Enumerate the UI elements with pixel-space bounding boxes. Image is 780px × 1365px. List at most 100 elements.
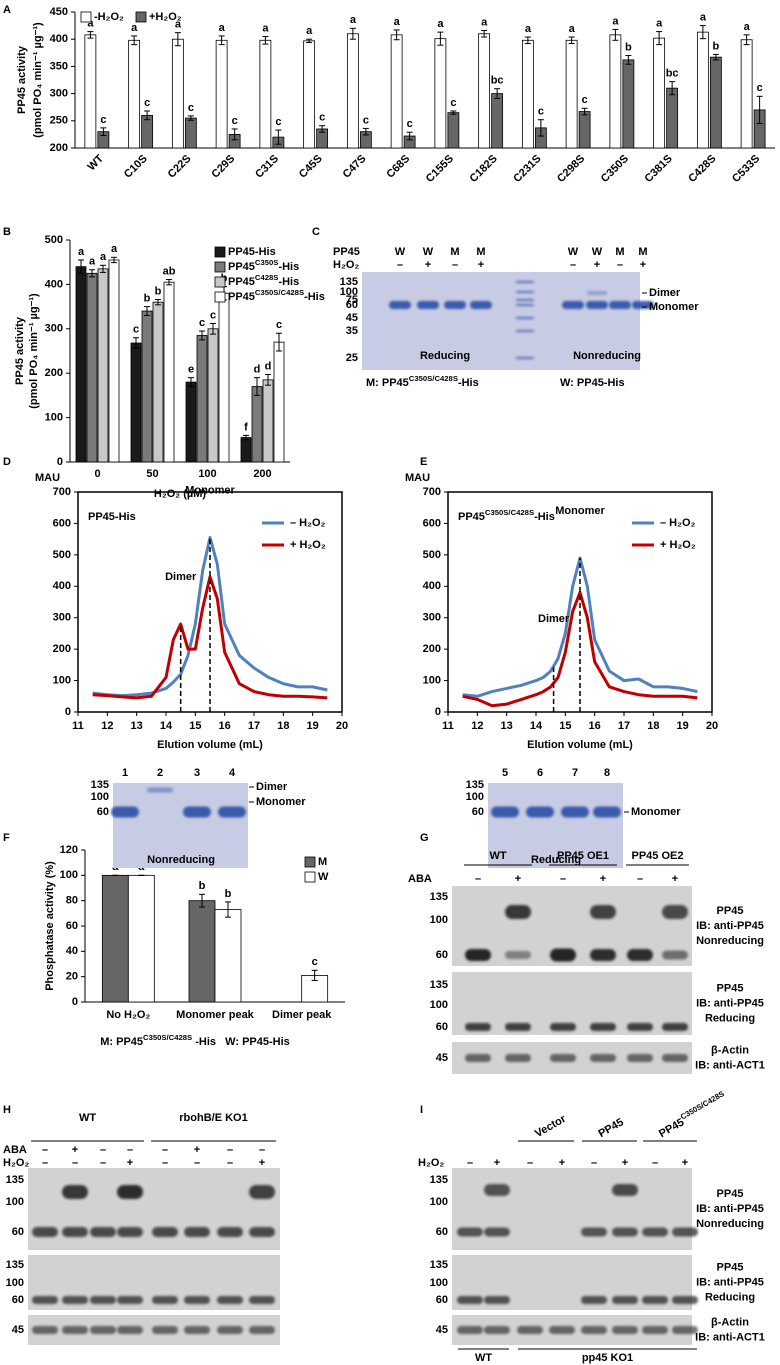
lane-label: –: [591, 1157, 597, 1169]
lane-label: –: [560, 873, 566, 885]
band: [642, 1326, 668, 1334]
superscript: C350S/C428S: [143, 1033, 192, 1042]
x-tick-label: C350S: [599, 153, 631, 185]
bar: [101, 874, 129, 1003]
band: [249, 1227, 275, 1237]
blot-label: IB: anti-PP45: [696, 1276, 764, 1288]
band: [612, 1296, 638, 1304]
band: [581, 1296, 607, 1304]
y-axis-label: PP45 activity: [16, 45, 28, 114]
significance-letter: a: [87, 17, 94, 29]
y-tick-label: 300: [423, 612, 441, 624]
row-label: H₂O₂: [333, 259, 359, 271]
size-marker: 60: [436, 1226, 448, 1238]
significance-letter: c: [582, 94, 588, 106]
lane-label: W: [592, 246, 603, 258]
size-marker: 100: [430, 999, 448, 1011]
panel-letter: B: [3, 226, 11, 238]
y-tick-label: 120: [60, 844, 78, 856]
lane-label: –: [475, 873, 481, 885]
lane-label: –: [42, 1144, 48, 1156]
legend-label: + H₂O₂: [290, 539, 326, 551]
band: [505, 951, 531, 959]
size-marker: 100: [430, 1277, 448, 1289]
band: [516, 316, 534, 320]
bar: [128, 39, 141, 149]
band: [587, 291, 607, 295]
text-part: -His: [534, 511, 555, 523]
legend-swatch: [214, 276, 226, 288]
x-tick-label: 14: [160, 720, 173, 732]
size-marker: 135: [430, 1174, 448, 1186]
bar: [696, 31, 709, 149]
blot: [452, 1168, 692, 1250]
x-tick-label: 14: [530, 720, 543, 732]
blot-label: IB: anti-PP45: [696, 920, 764, 932]
gel: [488, 783, 623, 868]
band: [32, 1227, 58, 1237]
band: [389, 301, 411, 309]
band: [662, 1054, 688, 1062]
size-marker: 45: [436, 1324, 448, 1336]
band: [90, 1227, 116, 1237]
size-marker: 60: [472, 806, 484, 818]
annotation: Monomer: [185, 484, 235, 496]
x-tick-label: 17: [248, 720, 260, 732]
band-label: Monomer: [631, 806, 681, 818]
bar: [491, 93, 504, 149]
band: [516, 298, 534, 302]
y-tick-label: 400: [50, 33, 68, 45]
band: [550, 948, 576, 962]
blot-label: IB: anti-ACT1: [695, 1059, 765, 1071]
lane-label: –: [652, 1157, 658, 1169]
band: [642, 1227, 668, 1237]
x-tick-label: 15: [559, 720, 571, 732]
y-axis-label: (pmol PO₄ min⁻¹ µg⁻¹): [28, 293, 40, 409]
caption: M: PP45C350S/C428S -His W: PP45-His: [100, 1033, 290, 1048]
y-tick-label: 500: [45, 234, 63, 246]
x-tick-label: 15: [189, 720, 201, 732]
bar: [346, 33, 359, 149]
significance-letter: b: [155, 285, 162, 297]
superscript: C428S: [255, 273, 279, 282]
lane-label: –: [397, 259, 403, 271]
band: [111, 806, 139, 818]
x-tick-label: 11: [442, 720, 454, 732]
lane-label: –: [227, 1144, 233, 1156]
size-marker: 135: [6, 1174, 24, 1186]
x-tick-label: 200: [253, 468, 271, 480]
size-marker: 135: [6, 1259, 24, 1271]
gel-section: Reducing: [420, 350, 470, 362]
band: [516, 290, 534, 294]
annotation: Monomer: [555, 505, 605, 517]
bar: [259, 39, 272, 149]
band: [550, 1023, 576, 1031]
y-tick-label: 20: [66, 971, 78, 983]
caption: W: PP45-His: [560, 377, 625, 389]
band: [632, 301, 654, 309]
significance-letter: c: [133, 324, 139, 336]
significance-letter: c: [312, 956, 318, 968]
text-part: PP45: [228, 276, 255, 288]
legend-label: PP45-His: [228, 246, 276, 258]
blot: [28, 1168, 280, 1250]
band: [642, 1296, 668, 1304]
x-tick-label: No H₂O₂: [106, 1009, 151, 1021]
y-tick-label: 300: [53, 612, 71, 624]
band: [465, 1023, 491, 1031]
legend-swatch: [80, 11, 92, 23]
superscript: C350S: [255, 258, 279, 267]
text-part: -His: [278, 276, 299, 288]
size-marker: 60: [436, 949, 448, 961]
lane-label: M: [638, 246, 647, 258]
size-marker: 135: [91, 779, 109, 791]
band: [90, 1296, 116, 1304]
x-tick-label: 12: [101, 720, 113, 732]
y-tick-label: 700: [53, 486, 71, 498]
band: [561, 806, 589, 818]
y-tick-label: 200: [50, 142, 68, 154]
lane-number: 6: [537, 767, 543, 779]
size-marker: 45: [346, 312, 358, 324]
y-tick-label: 300: [50, 88, 68, 100]
bar: [218, 292, 230, 463]
